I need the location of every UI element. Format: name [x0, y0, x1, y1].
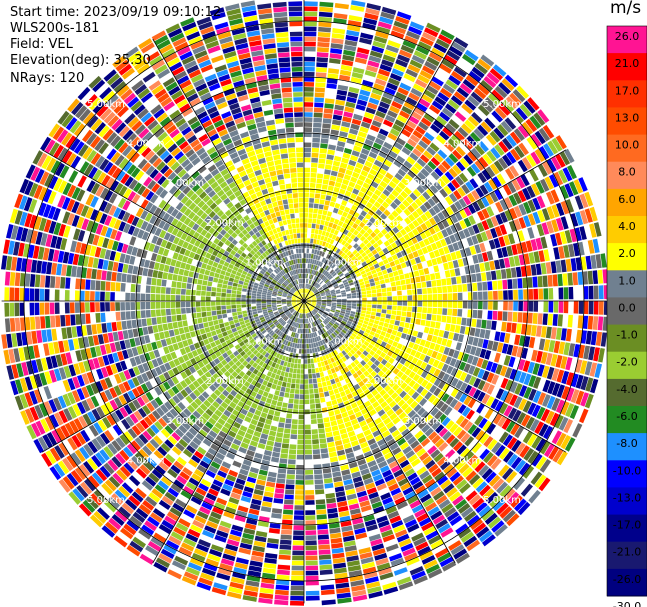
colorbar-swatch — [607, 270, 647, 298]
colorbar-swatch — [607, 161, 647, 190]
spoke-30 — [303, 38, 456, 302]
colorbar-swatch — [607, 433, 647, 461]
colorbar-swatch — [607, 107, 647, 135]
start-time-label: Start time: 2023/09/19 09:10:12 — [10, 5, 222, 20]
ring-label: 3.00km — [166, 178, 204, 189]
colorbar-tick-label: -10.0 — [613, 464, 641, 477]
ring-label: 3.00km — [166, 416, 204, 427]
spoke-210 — [152, 300, 305, 564]
colorbar-swatch — [607, 514, 647, 543]
ring-label: 4.00km — [443, 139, 481, 150]
azimuth-spokes — [1, 0, 607, 604]
spoke-240 — [41, 300, 305, 453]
ring-label: 2.00km — [364, 218, 402, 229]
colorbar-swatch — [607, 378, 647, 407]
nrays-label: NRays: 120 — [10, 71, 85, 86]
colorbar-swatch — [607, 243, 647, 271]
colorbar-tick-label: 8.0 — [618, 166, 636, 179]
ring-labels: 1.00km 1.00km 1.00km 1.00km 2.00km 2.00km 2.00… — [87, 99, 521, 506]
colorbar-swatch — [607, 351, 647, 380]
colorbar-tick-label: -26.0 — [613, 573, 641, 586]
colorbar-tick-label: 26.0 — [615, 30, 640, 43]
colorbar-swatch — [607, 297, 647, 325]
colorbar-tick-label: -1.0 — [616, 329, 637, 342]
ring-label: 4.00km — [127, 455, 165, 466]
colorbar-swatch — [607, 26, 647, 54]
velocity-gates — [1, 0, 609, 606]
colorbar-swatch — [607, 134, 647, 163]
colorbar-tick-label: 17.0 — [615, 84, 640, 97]
colorbar-swatch — [607, 406, 647, 434]
ring-label: 1.00km — [325, 337, 363, 348]
colorbar-tick-label: 0.0 — [618, 301, 636, 314]
colorbar-tick-label: -4.0 — [616, 383, 637, 396]
ring-label: 1.00km — [245, 257, 283, 268]
colorbar-swatch — [607, 460, 647, 488]
ring-label: 5.00km — [483, 495, 521, 506]
colorbar-tick-label: 6.0 — [618, 193, 636, 206]
spoke-60 — [303, 149, 567, 302]
colorbar-tick-label: 10.0 — [615, 139, 640, 152]
colorbar-swatch — [607, 216, 647, 244]
colorbar-unit: m/s — [610, 0, 642, 18]
colorbar-swatch — [607, 188, 647, 217]
colorbar-tick-label: 21.0 — [615, 57, 640, 70]
colorbar-tick-label: -21.0 — [613, 546, 641, 559]
colorbar-frame — [606, 25, 647, 597]
colorbar-tick-label: -13.0 — [613, 491, 641, 504]
ring-label: 4.00km — [443, 455, 481, 466]
ring-label: 1.00km — [245, 337, 283, 348]
colorbar-swatch — [607, 53, 647, 81]
ring-label: 2.00km — [206, 376, 244, 387]
ring-label: 2.00km — [364, 376, 402, 387]
spoke-300 — [41, 149, 305, 302]
ring-label: 5.00km — [87, 495, 125, 506]
ring-label: 3.00km — [404, 178, 442, 189]
colorbar-tick-label: -6.0 — [616, 410, 637, 423]
colorbar-tick-label: -2.0 — [616, 356, 637, 369]
colorbar-tick-label: 1.0 — [618, 274, 636, 287]
colorbar-swatch — [607, 568, 647, 597]
spoke-120 — [303, 300, 567, 453]
colorbar-tick-label: -17.0 — [613, 519, 641, 532]
ring-label: 3.00km — [404, 416, 442, 427]
colorbar-swatch — [607, 487, 647, 515]
colorbar-tick-label: 4.0 — [618, 220, 636, 233]
ring-label: 4.00km — [127, 139, 165, 150]
site-label: WLS200s-181 — [10, 21, 100, 36]
colorbar-tick-label: -30.0 — [613, 600, 641, 607]
colorbar-tick-label: -8.0 — [616, 437, 637, 450]
field-label: Field: VEL — [10, 37, 73, 52]
elevation-label: Elevation(deg): 35.30 — [10, 53, 151, 68]
colorbar-tick-label: 13.0 — [615, 111, 640, 124]
ring-label: 2.00km — [206, 218, 244, 229]
ring-label: 5.00km — [483, 99, 521, 110]
colorbar-swatch — [607, 541, 647, 570]
spoke-330 — [152, 38, 305, 302]
ring-label: 5.00km — [87, 99, 125, 110]
spoke-150 — [303, 300, 456, 564]
colorbar-swatch — [607, 324, 647, 353]
colorbar-tick-label: 2.0 — [618, 247, 636, 260]
ring-label: 1.00km — [325, 257, 363, 268]
colorbar-swatch — [607, 80, 647, 108]
